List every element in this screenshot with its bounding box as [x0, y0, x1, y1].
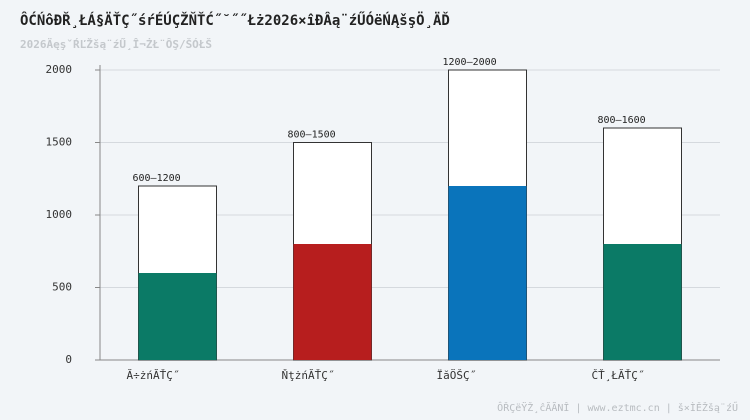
x-tick-label: ÏăÖŠÇ˝ — [437, 369, 477, 382]
range-label: 800–1600 — [598, 115, 646, 126]
bar — [603, 244, 682, 360]
y-tick-label: 1500 — [46, 136, 73, 149]
footer: ÔŘÇëŸŽ¸ĉĂÃNÎ | www.eztmc.cn | š×ÌĚŽšą¨źŰ — [497, 400, 738, 414]
chart-title: ÔĆŃôĐŘ¸ŁÁ§ÄŤÇ˝śŕÉÚÇŽŇŤĆ˝˘˝˝Łż2026×îĐÂą¨ź… — [20, 11, 450, 29]
bar — [293, 244, 372, 360]
x-tick-label: ČŤ¸ŁĂŤÇ˝ — [592, 369, 645, 382]
bar — [448, 186, 527, 360]
chart-subtitle: 2026ÄęşˇŔĽŽšą¨źŰ¸Î¬ŻŁ¨ÔŞ/ŠÓŁŠ — [20, 37, 212, 51]
y-tick-label: 1000 — [46, 208, 73, 221]
y-tick-label: 2000 — [46, 63, 73, 76]
y-tick-label: 0 — [65, 353, 72, 366]
x-tick-label: Ă÷żńĂŤÇ˝ — [127, 369, 180, 382]
range-label: 600–1200 — [133, 173, 181, 184]
range-label: 1200–2000 — [443, 57, 497, 68]
range-label: 800–1500 — [288, 130, 336, 141]
x-tick-label: ŇţżńĂŤÇ˝ — [282, 369, 335, 382]
bar — [138, 273, 217, 360]
y-tick-label: 500 — [52, 281, 72, 294]
